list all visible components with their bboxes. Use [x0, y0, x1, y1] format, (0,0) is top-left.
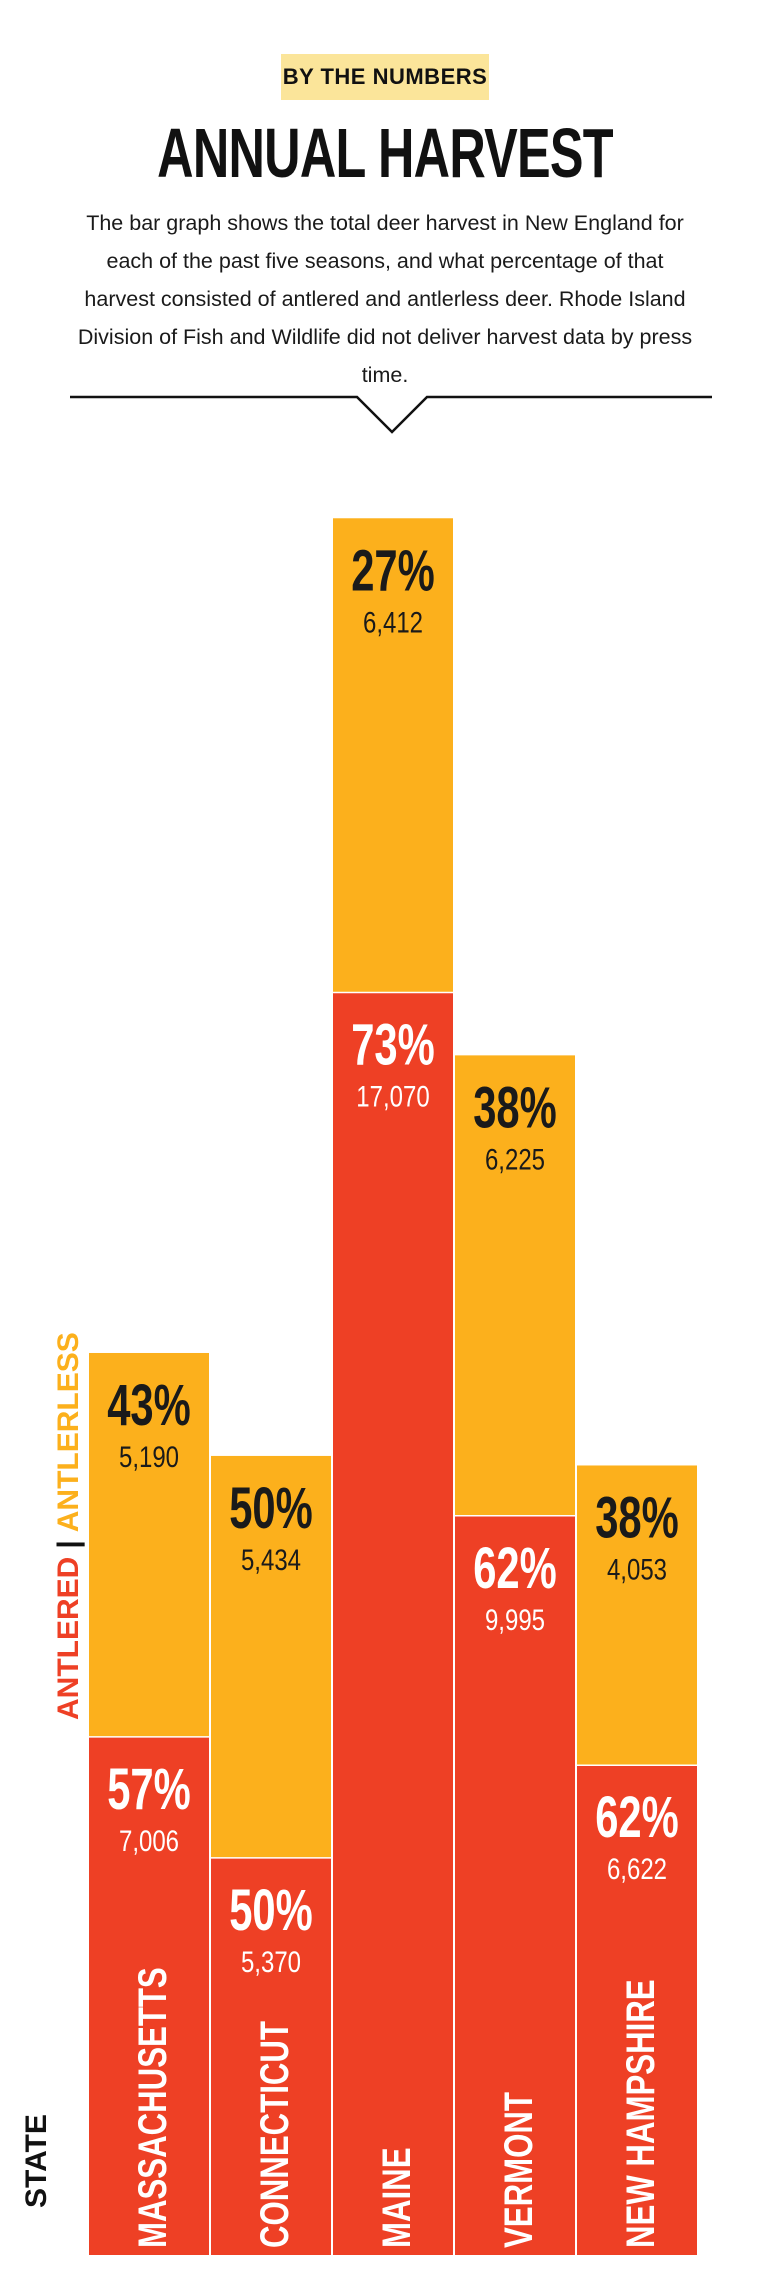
percent-label-antlerless-4: 38%	[595, 1485, 679, 1550]
percent-label-antlered-2: 73%	[351, 1012, 435, 1077]
value-label-antlerless-4: 4,053	[607, 1552, 667, 1586]
value-label-antlerless-0: 5,190	[119, 1439, 179, 1473]
category-label-4: NEW HAMPSHIRE	[618, 1979, 663, 2248]
chart-description: The bar graph shows the total deer harve…	[77, 211, 693, 387]
value-label-antlerless-1: 5,434	[241, 1542, 301, 1576]
value-label-antlerless-3: 6,225	[485, 1142, 545, 1176]
bar-antlered-1	[211, 1857, 331, 2255]
chart-title: ANNUAL HARVEST	[157, 114, 613, 192]
bar-antlerless-3	[455, 1055, 575, 1516]
category-label-0: MASSACHUSETTS	[130, 1967, 175, 2248]
percent-label-antlered-0: 57%	[107, 1756, 191, 1821]
legend-antlerless: ANTLERLESS	[52, 1332, 85, 1533]
bar-antlered-3	[455, 1515, 575, 2255]
percent-label-antlerless-1: 50%	[229, 1475, 313, 1540]
percent-label-antlered-4: 62%	[595, 1784, 679, 1849]
category-label-1: CONNECTICUT	[252, 2021, 297, 2248]
percent-label-antlered-1: 50%	[229, 1877, 313, 1942]
section-badge: BY THE NUMBERS	[281, 54, 489, 100]
percent-label-antlerless-2: 27%	[351, 537, 435, 602]
value-label-antlered-3: 9,995	[485, 1602, 545, 1636]
legend-antlered: ANTLERED	[52, 1556, 85, 1720]
percent-label-antlerless-3: 38%	[473, 1075, 557, 1140]
bar-antlered-4	[577, 1765, 697, 2255]
category-label-2: MAINE	[374, 2147, 419, 2248]
value-label-antlered-4: 6,622	[607, 1852, 667, 1886]
legend-separator: |	[52, 1540, 85, 1549]
percent-label-antlerless-0: 43%	[107, 1372, 191, 1437]
category-label-3: VERMONT	[496, 2092, 541, 2248]
bar-antlered-2	[333, 992, 453, 2255]
bar-antlerless-4	[577, 1465, 697, 1766]
value-label-antlerless-2: 6,412	[363, 605, 423, 639]
bar-antlerless-2	[333, 518, 453, 993]
bar-antlerless-1	[211, 1455, 331, 1858]
callout-pointer	[70, 395, 712, 434]
value-label-antlered-1: 5,370	[241, 1944, 301, 1978]
bar-antlered-0	[89, 1736, 209, 2255]
bar-antlerless-0	[89, 1352, 209, 1737]
value-label-antlered-2: 17,070	[356, 1079, 429, 1113]
value-label-antlered-0: 7,006	[119, 1823, 179, 1857]
percent-label-antlered-3: 62%	[473, 1535, 557, 1600]
